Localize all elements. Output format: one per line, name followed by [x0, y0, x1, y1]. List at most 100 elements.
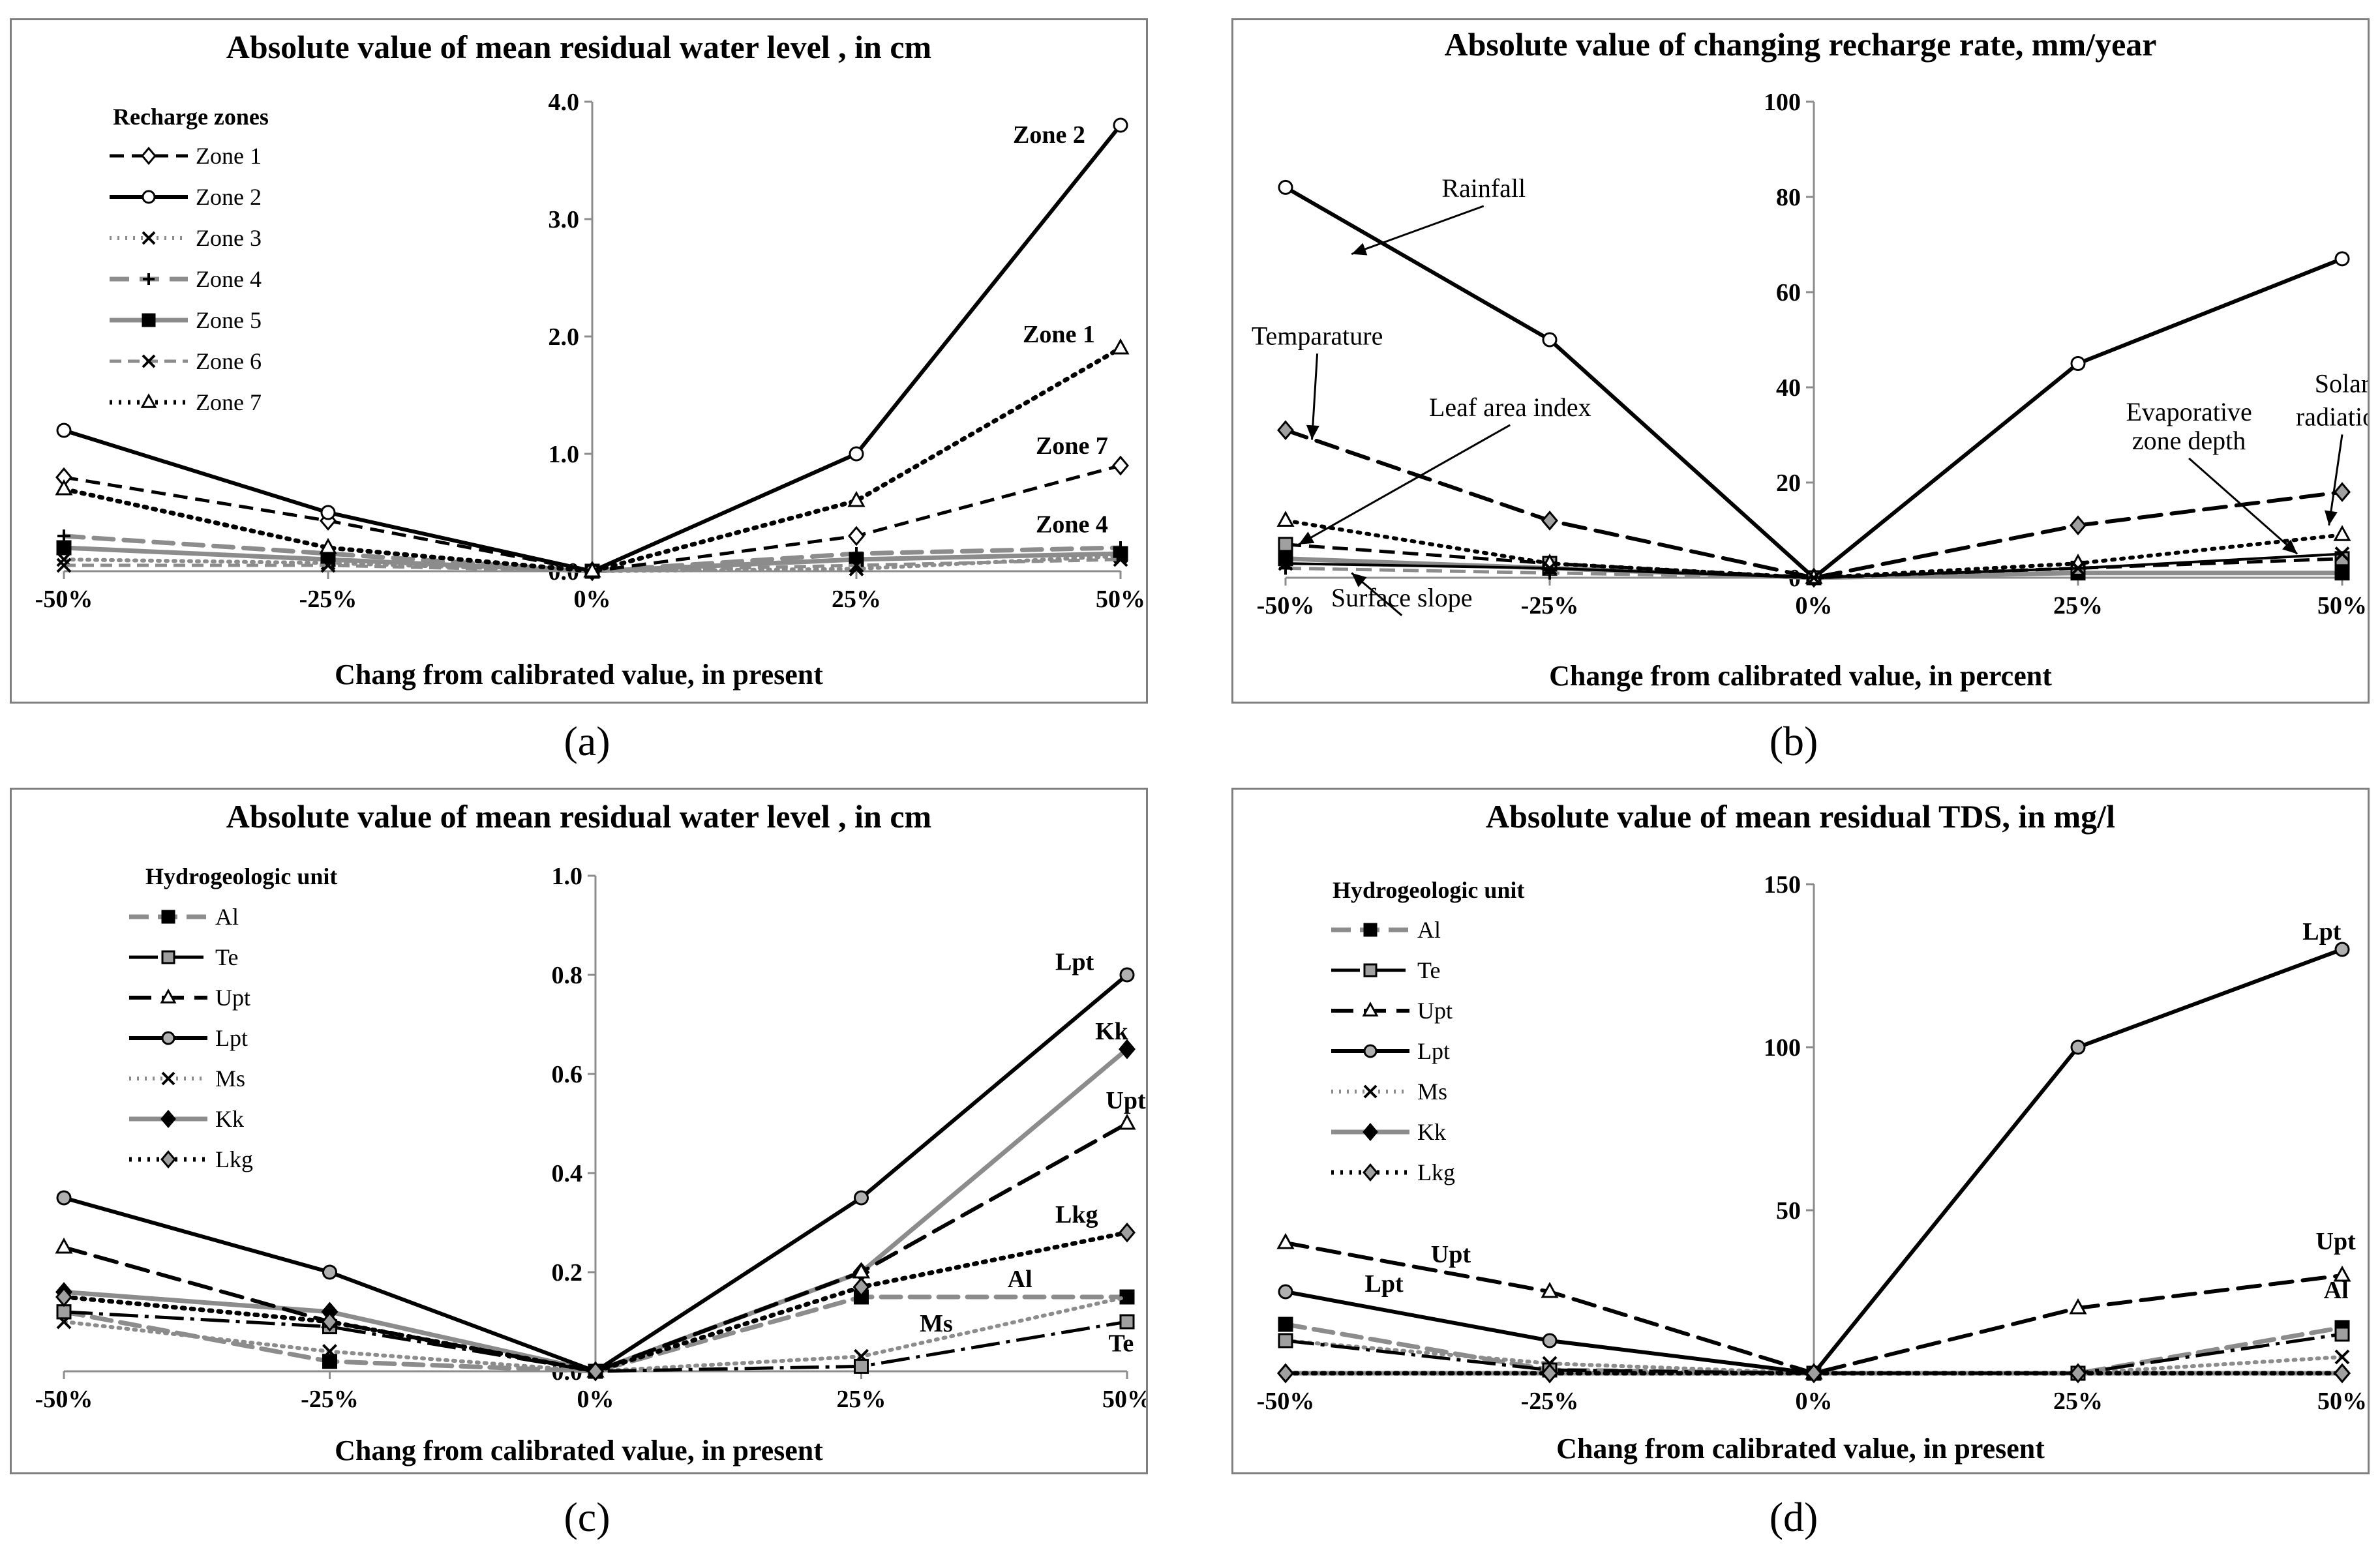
- legend-marker: [1363, 1084, 1378, 1099]
- y-tick-label: 100: [1764, 1034, 1801, 1062]
- data-point: [1541, 1363, 1558, 1384]
- legend-label: Upt: [215, 985, 250, 1011]
- legend-label: Lkg: [1417, 1159, 1455, 1185]
- y-tick-label: 80: [1776, 184, 1801, 211]
- legend-marker: [1363, 1044, 1378, 1058]
- data-point: [1112, 455, 1129, 476]
- legend-entry: Zone 3: [110, 225, 262, 251]
- legend-entry: Zone 7: [110, 389, 262, 415]
- legend-label: Kk: [215, 1106, 244, 1132]
- chart-title: Absolute value of mean residual water le…: [226, 798, 932, 835]
- legend-entry: Upt: [129, 985, 250, 1011]
- annotation-label: Lkg: [1055, 1201, 1098, 1228]
- annotation-arrow: [2328, 434, 2343, 526]
- data-point: [320, 558, 336, 573]
- legend-label: Zone 5: [196, 307, 262, 333]
- data-point: [55, 479, 73, 496]
- data-point: [56, 558, 72, 573]
- data-point: [55, 1237, 73, 1254]
- legend-label: Lkg: [215, 1146, 253, 1172]
- data-point: [322, 1354, 337, 1369]
- legend-label: Ms: [215, 1065, 245, 1092]
- legend-entry: Ms: [1331, 1079, 1447, 1105]
- annotation-label: Zone 7: [1036, 432, 1108, 460]
- y-tick-label: 150: [1764, 871, 1801, 899]
- legend-entry: Zone 2: [110, 184, 262, 210]
- series-line: [62, 1122, 1129, 1374]
- data-point: [847, 490, 866, 507]
- legend-entry: Te: [129, 944, 238, 970]
- x-tick-label: 50%: [1096, 586, 1145, 613]
- series-lkg: [55, 1222, 1136, 1382]
- y-tick-label: 50: [1776, 1197, 1801, 1225]
- data-point: [1119, 967, 1135, 983]
- y-tick-label: 0.8: [552, 962, 583, 989]
- data-point: [56, 423, 72, 438]
- y-tick-label: 0.2: [552, 1259, 583, 1287]
- annotation-arrowhead: [1351, 243, 1368, 256]
- data-point: [1278, 1317, 1293, 1332]
- chart-panel-d: Absolute value of mean residual TDS, in …: [1231, 788, 2370, 1474]
- legend-label: Lpt: [1417, 1038, 1450, 1064]
- series-lkg: [1277, 1363, 2351, 1384]
- legend-entry: Upt: [1331, 998, 1453, 1024]
- data-point: [1541, 511, 1558, 531]
- data-point: [322, 1344, 337, 1360]
- x-tick-label: 0%: [574, 586, 611, 613]
- legend-marker: [161, 950, 175, 964]
- annotation-label: Upt: [2316, 1228, 2357, 1255]
- data-point: [56, 1304, 72, 1320]
- data-point: [1805, 1363, 1822, 1384]
- panel-letter-d: (d): [1769, 1494, 1818, 1540]
- chart-plot-c: 0.00.20.40.60.81.0-50%-25%0%25%50%AlTeUp…: [35, 863, 1146, 1413]
- data-point: [319, 537, 337, 554]
- legend-marker: [161, 910, 175, 924]
- legend-entry: Al: [1331, 917, 1441, 943]
- data-point: [1278, 1333, 1293, 1348]
- legend-marker: [142, 231, 156, 245]
- legend-entry: Zone 5: [110, 307, 262, 333]
- annotation-label: Lpt: [1365, 1270, 1404, 1298]
- data-point: [1277, 1363, 1294, 1384]
- series-line: [1284, 428, 2344, 580]
- data-point: [2334, 1363, 2351, 1384]
- data-point: [1119, 1314, 1135, 1330]
- legend-marker: [161, 1071, 175, 1086]
- x-tick-label: 50%: [2317, 592, 2367, 619]
- chart-title: Absolute value of changing recharge rate…: [1444, 26, 2157, 63]
- legend-marker: [141, 146, 157, 166]
- x-tick-label: 25%: [2053, 592, 2103, 619]
- data-point: [1541, 1281, 1559, 1298]
- annotation-arrowhead: [1306, 424, 1319, 440]
- annotation-arrow: [1351, 205, 1484, 256]
- annotation-label: Temparature: [1252, 321, 1383, 350]
- legend-marker: [142, 354, 156, 368]
- x-axis-label: Change from calibrated value, in percent: [1549, 660, 2052, 692]
- y-tick-label: 0.6: [552, 1061, 583, 1088]
- data-point: [852, 1277, 870, 1298]
- data-point: [322, 1264, 337, 1280]
- series-line: [63, 1310, 1128, 1373]
- legend-title: Hydrogeologic unit: [1333, 877, 1525, 903]
- panel-letter-c: (c): [564, 1494, 610, 1540]
- legend-marker: [160, 1150, 176, 1169]
- annotation-arrow: [1298, 424, 1511, 546]
- data-point: [1276, 1232, 1295, 1249]
- x-tick-label: -25%: [299, 586, 357, 613]
- data-point: [56, 1190, 72, 1206]
- annotation-label: Evaporative: [2126, 397, 2252, 426]
- legend-entry: Al: [129, 904, 239, 930]
- data-point: [1113, 117, 1128, 133]
- legend-title: Recharge zones: [113, 104, 269, 130]
- x-tick-label: 50%: [2317, 1388, 2367, 1415]
- data-point: [583, 561, 601, 578]
- legend-marker: [161, 1031, 175, 1045]
- x-tick-label: 0%: [1796, 592, 1833, 619]
- data-point: [1119, 1289, 1135, 1305]
- chart-panel-a: Absolute value of mean residual water le…: [10, 18, 1148, 704]
- legend-label: Zone 6: [196, 348, 262, 374]
- annotation-label: Rainfall: [1441, 173, 1526, 203]
- legend-marker: [142, 313, 156, 327]
- data-point: [1278, 556, 1293, 571]
- annotation-label: Surface slope: [1331, 583, 1473, 612]
